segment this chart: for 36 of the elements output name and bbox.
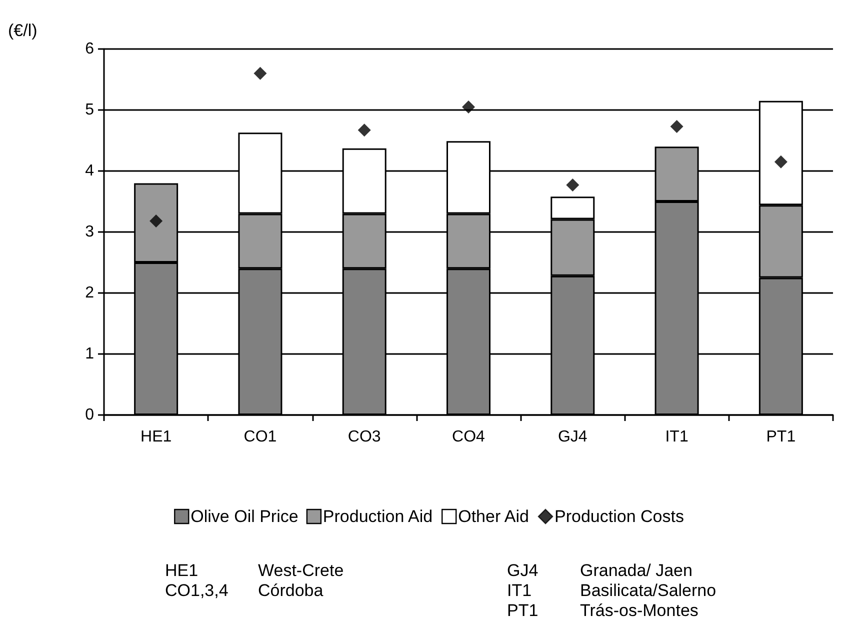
legend-label: Other Aid (458, 507, 529, 526)
text: IT1 (507, 581, 532, 600)
x-tick-label: CO4 (452, 428, 486, 446)
y-tick-label: 0 (85, 406, 94, 424)
text: Trás-os-Montes (580, 601, 698, 620)
x-tick-label: HE1 (140, 428, 172, 446)
legend-label: Production Aid (322, 507, 433, 526)
x-tick-label: CO1 (244, 428, 277, 446)
text: Basilicata/Salerno (580, 581, 716, 600)
point (462, 100, 475, 114)
text: HE1 (165, 561, 198, 580)
point (566, 178, 580, 192)
text: Córdoba (258, 581, 324, 600)
y-tick-label: 1 (85, 346, 94, 362)
y-tick-label: 5 (85, 102, 94, 118)
y-tick-label: 6 (85, 40, 94, 58)
point (254, 66, 267, 80)
x-tick-label: IT1 (665, 428, 688, 446)
point (150, 214, 163, 228)
y-axis-title: (€/l) (8, 21, 38, 40)
text: West-Crete (258, 561, 344, 580)
y-tick-label: 4 (85, 162, 94, 180)
y-tick-label: 2 (85, 284, 94, 302)
legend-label: Production Costs (554, 507, 684, 526)
text: Granada/ Jaen (580, 561, 692, 580)
text: CO1,3,4 (165, 581, 228, 600)
x-tick-label: CO3 (348, 428, 381, 446)
x-tick-label: PT1 (766, 428, 796, 446)
y-tick-label: 3 (85, 224, 94, 240)
text: GJ4 (507, 561, 538, 580)
text: PT1 (507, 601, 538, 620)
point (774, 155, 788, 168)
legend-label: Olive Oil Price (190, 507, 298, 526)
point (358, 124, 371, 137)
x-tick-label: GJ4 (558, 428, 588, 446)
point (670, 120, 684, 133)
